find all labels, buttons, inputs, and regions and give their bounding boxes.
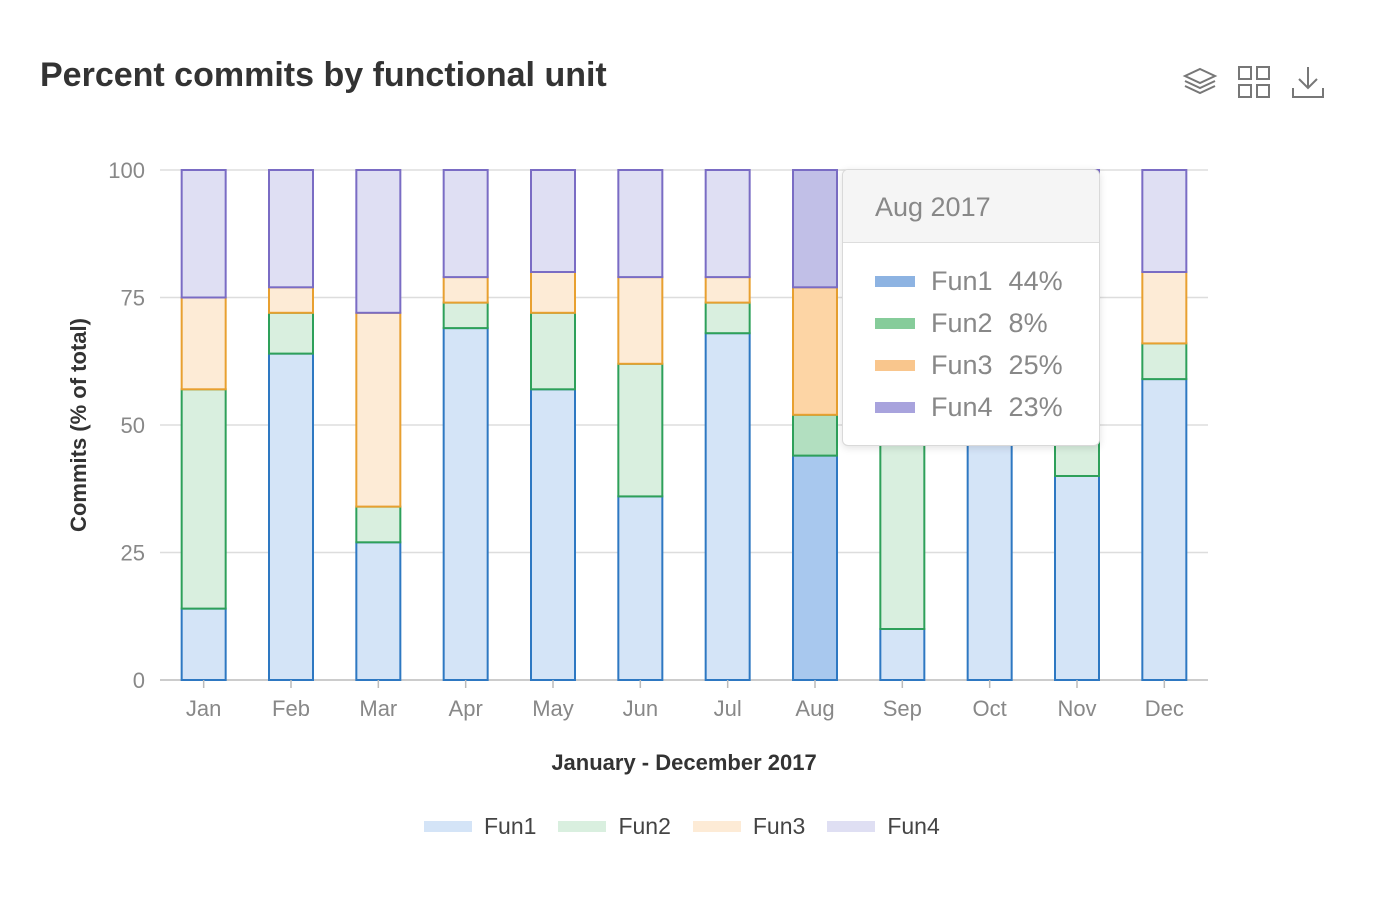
legend-label: Fun1 <box>484 813 537 839</box>
x-tick-label: Sep <box>883 696 922 721</box>
x-tick-label: Jul <box>714 696 742 721</box>
bar-fun2-jan <box>180 388 227 610</box>
legend-label: Fun2 <box>618 813 671 839</box>
tooltip-swatch <box>875 359 915 371</box>
legend-swatch <box>558 821 607 832</box>
x-tick-label: Nov <box>1057 696 1096 721</box>
bar-fun1-aug <box>792 454 838 681</box>
x-tick-label: Mar <box>359 696 397 721</box>
tooltip-value: 44% <box>1008 265 1063 296</box>
bar-fun1-apr <box>442 327 489 681</box>
legend-item-fun2[interactable]: Fun2 <box>558 813 671 840</box>
x-tick-label: May <box>532 696 574 721</box>
bar-fun2-aug <box>792 413 838 457</box>
tooltip-value: 8% <box>1008 307 1048 338</box>
x-axis-label: January - December 2017 <box>551 750 816 775</box>
bar-fun4-feb <box>268 169 314 289</box>
legend-label: Fun3 <box>752 813 806 839</box>
bar-fun3-jan <box>180 296 227 391</box>
chart-title: Percent commits by functional unit <box>40 56 607 94</box>
layers-button[interactable] <box>1178 60 1222 104</box>
bar-fun4-aug <box>792 169 838 289</box>
bar-fun4-may <box>530 169 576 273</box>
grid-view-button[interactable] <box>1232 60 1276 104</box>
bar-fun1-nov <box>1054 475 1100 681</box>
bar-fun2-may <box>530 311 576 391</box>
x-tick-label: Aug <box>795 696 834 721</box>
tooltip-series-name: Fun4 <box>931 391 993 422</box>
legend-item-fun3[interactable]: Fun3 <box>692 813 806 840</box>
x-tick-label: Oct <box>973 696 1007 721</box>
y-axis-label: Commits (% of total) <box>66 318 91 532</box>
bar-fun1-jul <box>704 332 751 681</box>
download-button[interactable] <box>1286 60 1330 104</box>
bar-fun4-mar <box>355 169 402 314</box>
y-tick-label: 75 <box>121 286 145 311</box>
bar-fun1-jun <box>617 495 664 681</box>
tooltip: Aug 2017 Fun1 44% Fun2 8% Fun3 25% Fun4 23% <box>842 169 1100 446</box>
tooltip-swatch <box>875 401 915 413</box>
y-tick-label: 25 <box>121 541 145 566</box>
bar-fun3-jun <box>617 276 664 365</box>
y-tick-label: 0 <box>133 668 145 693</box>
layers-icon <box>1182 67 1218 95</box>
x-tick-label: Dec <box>1145 696 1184 721</box>
legend: Fun1 Fun2 Fun3 Fun4 <box>424 813 962 840</box>
bar-fun4-jun <box>617 169 664 279</box>
bar-fun4-apr <box>442 169 489 279</box>
x-tick-label: Jan <box>186 696 221 721</box>
chart-toolbar <box>1178 60 1340 104</box>
x-tick-label: Apr <box>449 696 483 721</box>
tooltip-series-name: Fun2 <box>931 307 993 338</box>
legend-item-fun1[interactable]: Fun1 <box>424 813 536 840</box>
tooltip-value: 25% <box>1008 349 1063 380</box>
bar-fun1-feb <box>268 352 314 681</box>
bar-fun2-mar <box>355 505 402 544</box>
x-tick-label: Feb <box>272 696 310 721</box>
tooltip-row: Fun2 8% <box>843 302 1099 344</box>
bar-fun3-mar <box>355 311 402 508</box>
grid-view-icon <box>1238 66 1270 98</box>
legend-swatch <box>692 821 741 832</box>
tooltip-series-name: Fun1 <box>931 265 993 296</box>
bar-fun3-feb <box>268 286 314 314</box>
bar-fun2-apr <box>442 301 489 330</box>
bar-fun3-may <box>530 271 576 314</box>
tooltip-row: Fun4 23% <box>843 386 1099 428</box>
tooltip-value: 23% <box>1008 391 1063 422</box>
bar-fun1-mar <box>355 541 402 681</box>
tooltip-swatch <box>875 317 915 329</box>
bar-fun1-may <box>530 388 576 681</box>
bar-fun2-jun <box>617 362 664 498</box>
bar-fun2-jul <box>704 301 751 335</box>
bar-fun4-jul <box>704 169 751 279</box>
bar-fun4-dec <box>1141 169 1188 273</box>
bar-fun4-jan <box>180 169 227 299</box>
bar-fun3-jul <box>704 276 751 304</box>
bar-fun1-jan <box>180 607 227 681</box>
y-tick-label: 50 <box>121 413 145 438</box>
bar-fun1-sep <box>879 628 926 681</box>
tooltip-row: Fun1 44% <box>843 260 1099 302</box>
y-tick-label: 100 <box>108 158 145 183</box>
download-icon <box>1292 67 1324 98</box>
legend-swatch <box>827 821 876 832</box>
x-tick-label: Jun <box>623 696 658 721</box>
tooltip-header: Aug 2017 <box>843 170 1099 243</box>
legend-item-fun4[interactable]: Fun4 <box>827 813 940 840</box>
bar-fun3-dec <box>1141 271 1188 345</box>
bar-fun1-dec <box>1141 378 1188 681</box>
tooltip-swatch <box>875 275 915 287</box>
legend-label: Fun4 <box>887 813 940 839</box>
legend-swatch <box>424 821 472 832</box>
tooltip-series-name: Fun3 <box>931 349 993 380</box>
bar-fun2-dec <box>1141 342 1188 381</box>
bar-fun3-aug <box>792 286 838 416</box>
bar-fun2-feb <box>268 311 314 355</box>
bar-fun3-apr <box>442 276 489 304</box>
tooltip-row: Fun3 25% <box>843 344 1099 386</box>
